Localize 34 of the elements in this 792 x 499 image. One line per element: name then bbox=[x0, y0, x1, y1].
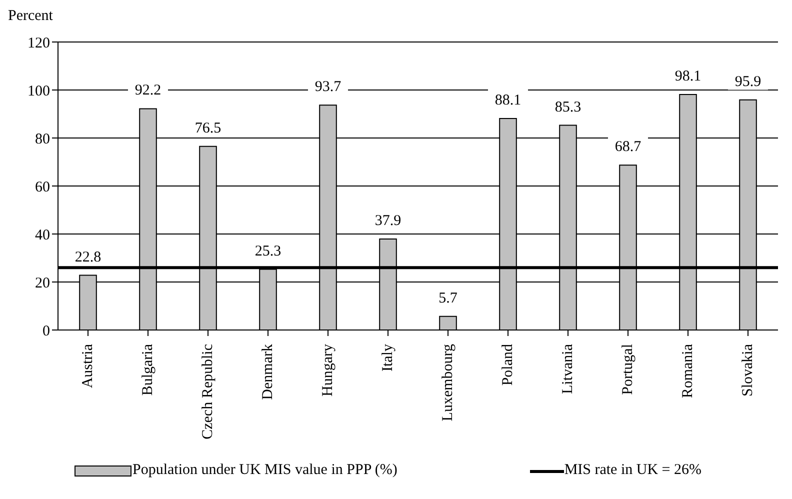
x-tick-label: Slovakia bbox=[740, 344, 756, 396]
legend-label: MIS rate in UK = 26% bbox=[564, 462, 702, 479]
y-tick-label: 100 bbox=[28, 83, 50, 100]
data-label: 98.1 bbox=[674, 68, 702, 85]
x-tick-label: Denmark bbox=[260, 344, 276, 400]
data-label: 68.7 bbox=[614, 139, 642, 156]
data-label: 95.9 bbox=[734, 74, 762, 90]
x-tick-label: Italy bbox=[380, 344, 396, 372]
data-label: 25.3 bbox=[254, 243, 282, 260]
data-label: 85.3 bbox=[554, 99, 582, 116]
x-tick-label: Czech Republic bbox=[200, 344, 216, 440]
y-tick-label: 20 bbox=[35, 275, 50, 292]
data-label: 76.5 bbox=[194, 120, 222, 136]
data-label: 22.8 bbox=[74, 249, 102, 266]
y-tick-label: 40 bbox=[35, 227, 50, 244]
y-axis-title: Percent bbox=[8, 8, 54, 26]
x-tick-label: Romania bbox=[680, 344, 696, 398]
data-label: 88.1 bbox=[494, 92, 522, 109]
y-tick-label: 60 bbox=[35, 179, 50, 196]
x-tick-label: Luxembourg bbox=[440, 344, 456, 422]
data-label: 93.7 bbox=[314, 79, 342, 96]
y-tick-label: 120 bbox=[28, 35, 50, 52]
data-label: 5.7 bbox=[438, 290, 458, 306]
data-label: 92.2 bbox=[134, 82, 162, 99]
y-tick-label: 80 bbox=[35, 131, 50, 148]
x-tick-label: Bulgaria bbox=[140, 344, 156, 396]
data-label: 37.9 bbox=[374, 213, 402, 230]
legend-label: Population under UK MIS value in PPP (%) bbox=[132, 462, 398, 479]
x-tick-label: Austria bbox=[80, 344, 96, 388]
x-tick-label: Litvania bbox=[560, 344, 576, 394]
x-tick-label: Hungary bbox=[320, 344, 336, 396]
y-tick-label: 0 bbox=[42, 323, 50, 340]
x-tick-label: Portugal bbox=[620, 344, 636, 395]
x-tick-label: Poland bbox=[500, 344, 516, 386]
